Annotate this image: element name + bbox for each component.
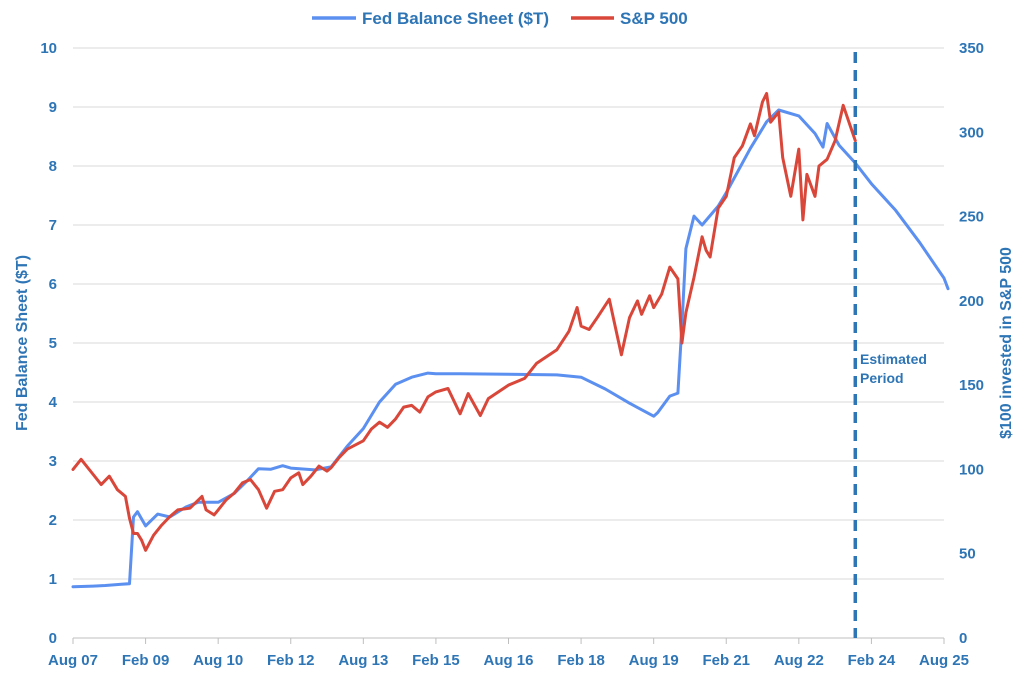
- y-right-tick-150: 150: [959, 377, 984, 394]
- y-right-tick-350: 350: [959, 40, 984, 57]
- x-tick-aug-16: Aug 16: [483, 652, 533, 669]
- y-left-tick-4: 4: [49, 394, 58, 411]
- y-left-tick-0: 0: [49, 630, 57, 647]
- y-left-tick-9: 9: [49, 99, 57, 116]
- x-tick-feb-18: Feb 18: [557, 652, 605, 669]
- y-right-tick-100: 100: [959, 461, 984, 478]
- x-tick-aug-07: Aug 07: [48, 652, 98, 669]
- y-left-tick-3: 3: [49, 453, 57, 470]
- y-left-tick-7: 7: [49, 217, 57, 234]
- y-left-tick-1: 1: [49, 571, 57, 588]
- annotation-period: Period: [860, 370, 904, 386]
- legend: Fed Balance Sheet ($T) S&P 500: [312, 9, 688, 28]
- gridlines: [73, 47, 944, 580]
- series-lines: [71, 92, 950, 589]
- y-right-tick-0: 0: [959, 630, 967, 647]
- estimated-period-overlay: Estimated Period: [853, 52, 927, 638]
- y-right-axis-title: $100 invested in S&P 500: [998, 247, 1015, 439]
- y-left-tick-2: 2: [49, 512, 57, 529]
- y-left-tick-6: 6: [49, 276, 57, 293]
- y-left-axis-title: Fed Balance Sheet ($T): [14, 255, 31, 431]
- annotation-estimated: Estimated: [860, 351, 927, 367]
- x-tick-feb-15: Feb 15: [412, 652, 460, 669]
- x-tick-aug-22: Aug 22: [774, 652, 824, 669]
- series-line-s-p-500: [71, 92, 857, 552]
- y-left-tick-5: 5: [49, 335, 57, 352]
- x-tick-feb-21: Feb 21: [702, 652, 750, 669]
- y-right-tick-50: 50: [959, 546, 976, 563]
- legend-label-fed-balance-sheet-t: Fed Balance Sheet ($T): [362, 9, 549, 28]
- y-right-tick-250: 250: [959, 209, 984, 226]
- x-tick-aug-10: Aug 10: [193, 652, 243, 669]
- y-right-tick-200: 200: [959, 293, 984, 310]
- x-tick-aug-19: Aug 19: [629, 652, 679, 669]
- x-tick-feb-24: Feb 24: [848, 652, 896, 669]
- legend-label-s-p-500: S&P 500: [620, 9, 688, 28]
- x-tick-aug-25: Aug 25: [919, 652, 969, 669]
- x-tick-feb-12: Feb 12: [267, 652, 315, 669]
- y-left-tick-8: 8: [49, 158, 57, 175]
- x-tick-aug-13: Aug 13: [338, 652, 388, 669]
- y-left-tick-10: 10: [40, 40, 57, 57]
- x-tick-feb-09: Feb 09: [122, 652, 170, 669]
- y-right-tick-300: 300: [959, 124, 984, 141]
